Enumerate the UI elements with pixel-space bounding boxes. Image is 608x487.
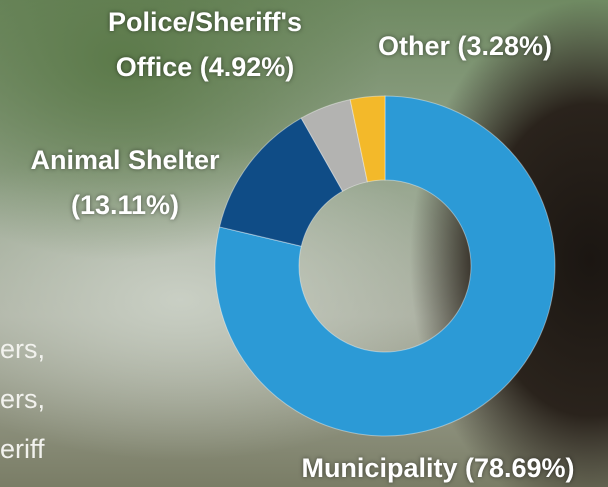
donut-segment [300,99,368,192]
donut-segment [214,95,556,437]
donut-segment [349,95,386,183]
segment-label: Police/Sheriff's Office (4.92%) [108,7,302,82]
segment-label: Other (3.28%) [377,31,553,61]
background-text: ers, [0,334,46,364]
donut-segment [218,117,344,247]
segment-label: Animal Shelter (13.11%) [30,145,220,220]
background-text: eriff [0,434,45,464]
background-text: ers, [0,384,46,414]
segment-label: Municipality (78.69%) [301,453,575,483]
